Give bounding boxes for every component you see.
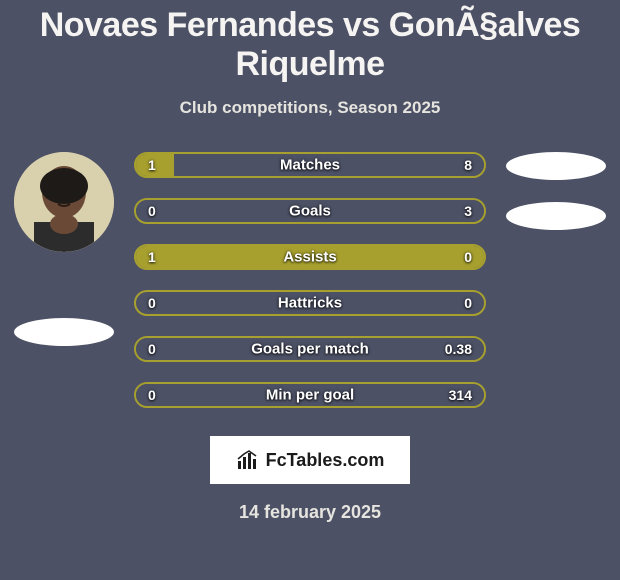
stat-value-left: 0 bbox=[148, 387, 156, 403]
stat-label: Hattricks bbox=[278, 295, 342, 312]
stat-value-right: 0.38 bbox=[445, 341, 472, 357]
stat-value-left: 0 bbox=[148, 341, 156, 357]
stat-row: 0 314 Min per goal bbox=[134, 382, 486, 408]
stat-label: Min per goal bbox=[266, 387, 354, 404]
stat-row: 0 0 Hattricks bbox=[134, 290, 486, 316]
stat-label: Assists bbox=[283, 249, 336, 266]
main-row: 1 8 Matches 0 3 Goals 1 0 Assists 0 0 Hattricks 0 0.3… bbox=[0, 152, 620, 408]
stat-row: 1 0 Assists bbox=[134, 244, 486, 270]
player-right-side bbox=[500, 152, 612, 230]
brand-text: FcTables.com bbox=[266, 450, 385, 471]
stat-value-right: 3 bbox=[464, 203, 472, 219]
stat-value-right: 0 bbox=[464, 249, 472, 265]
stats-bars: 1 8 Matches 0 3 Goals 1 0 Assists 0 0 Hattricks 0 0.3… bbox=[120, 152, 500, 408]
player-left-oval bbox=[14, 318, 114, 346]
brand-chart-icon bbox=[236, 449, 260, 471]
player-right-oval-1 bbox=[506, 152, 606, 180]
stat-row: 0 0.38 Goals per match bbox=[134, 336, 486, 362]
stat-row: 1 8 Matches bbox=[134, 152, 486, 178]
stat-value-right: 314 bbox=[449, 387, 472, 403]
player-right-oval-2 bbox=[506, 202, 606, 230]
date-text: 14 february 2025 bbox=[0, 502, 620, 523]
stat-row: 0 3 Goals bbox=[134, 198, 486, 224]
comparison-card: Novaes Fernandes vs GonÃ§alves Riquelme … bbox=[0, 0, 620, 580]
stat-label: Matches bbox=[280, 157, 340, 174]
stat-value-left: 1 bbox=[148, 157, 156, 173]
brand-box: FcTables.com bbox=[210, 436, 410, 484]
player-left-avatar bbox=[14, 152, 114, 252]
page-title: Novaes Fernandes vs GonÃ§alves Riquelme bbox=[0, 0, 620, 84]
player-left-side bbox=[8, 152, 120, 346]
stat-label: Goals bbox=[289, 203, 331, 220]
stat-value-right: 8 bbox=[464, 157, 472, 173]
stat-value-left: 0 bbox=[148, 295, 156, 311]
stat-label: Goals per match bbox=[251, 341, 369, 358]
stat-value-left: 0 bbox=[148, 203, 156, 219]
stat-value-right: 0 bbox=[464, 295, 472, 311]
stat-value-left: 1 bbox=[148, 249, 156, 265]
subtitle: Club competitions, Season 2025 bbox=[0, 98, 620, 118]
avatar-placeholder-icon bbox=[14, 152, 114, 252]
